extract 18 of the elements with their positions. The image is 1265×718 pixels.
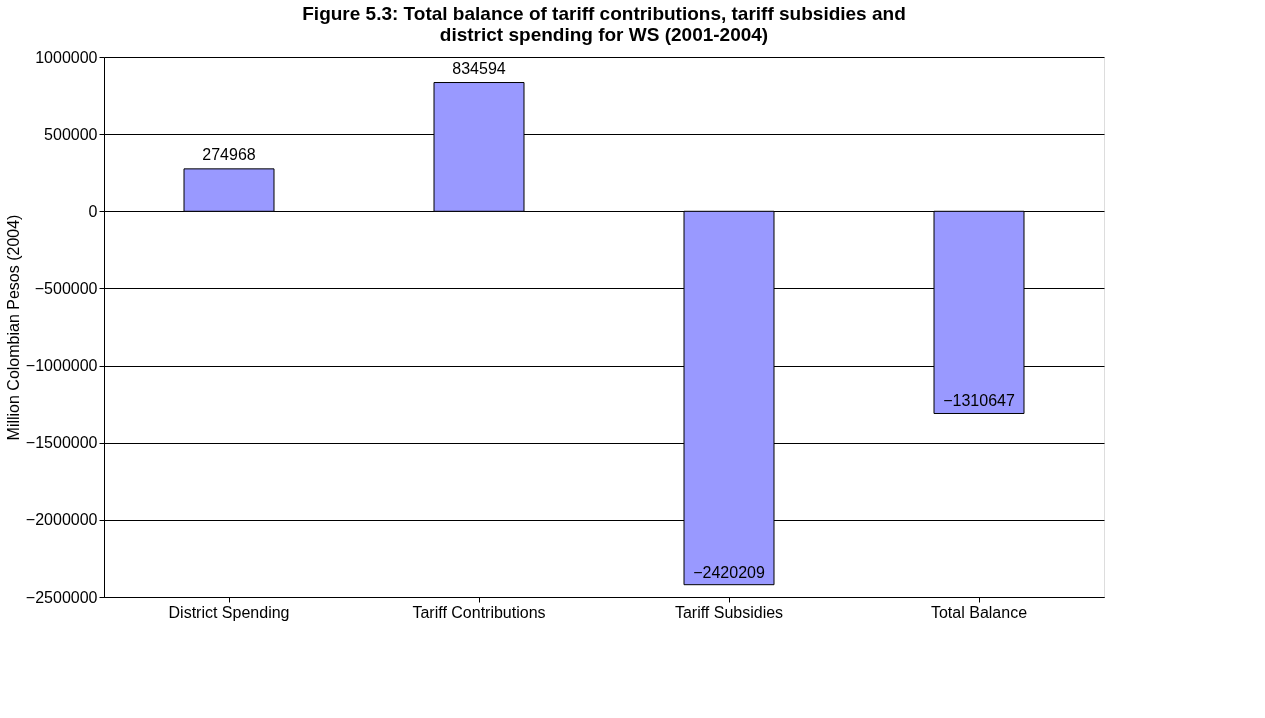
y-tick-label: −2000000 [25,511,98,529]
data-label: 274968 [202,145,256,163]
y-tick-label: 1000000 [35,48,98,66]
data-label: 834594 [452,59,506,77]
chart-title: Figure 5.3: Total balance of tariff contributions, tariff subsidies and district spending for WS (2001-2004) [302,3,906,45]
data-label: −1310647 [943,392,1015,410]
x-tick-label: Tariff Subsidies [674,603,784,621]
y-tick-label: −1000000 [25,357,98,375]
data-label: −2420209 [693,563,765,581]
y-tick-label: −1500000 [25,434,98,452]
x-tick-label: District Spending [168,603,290,621]
y-tick-label: 0 [88,202,98,220]
y-tick-label: −500000 [34,279,98,297]
x-tick-label: Tariff Contributions [412,603,546,621]
y-tick-label: 500000 [44,125,98,143]
x-tick-label: Total Balance [930,603,1028,621]
y-axis-title: Million Colombian Pesos (2004) [4,214,22,441]
y-tick-label: −2500000 [25,588,98,606]
